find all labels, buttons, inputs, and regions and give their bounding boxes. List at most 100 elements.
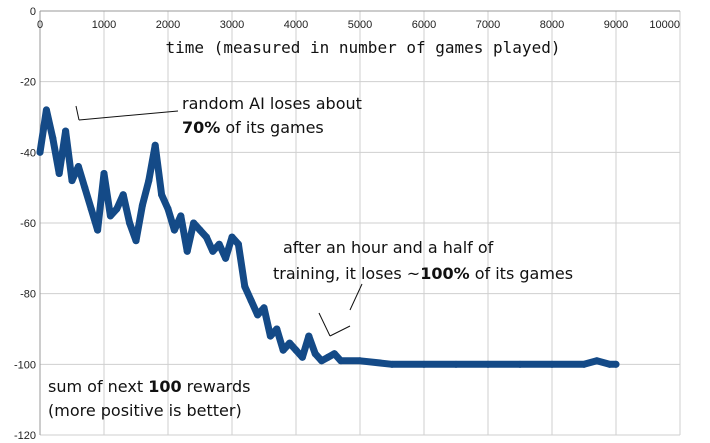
data-point [177, 212, 185, 220]
data-point [94, 226, 102, 234]
data-point [548, 360, 556, 368]
annotation-random-pct: 70% [182, 118, 220, 137]
data-point [158, 191, 166, 199]
x-tick-label: 7000 [476, 19, 500, 31]
data-point [113, 205, 121, 213]
data-point [36, 148, 44, 156]
data-point [119, 191, 127, 199]
data-point [484, 360, 492, 368]
annotation-random-rest: of its games [220, 118, 323, 137]
annotation-trained-pct: 100% [420, 264, 469, 283]
data-point [516, 360, 524, 368]
tick-labels: 0 -20 -40 -60 -80 -100 -120 0 1000 2000 3000 4000 50… [14, 6, 680, 442]
annotation-random-line2: 70% of its games [182, 118, 324, 137]
data-point [151, 141, 159, 149]
data-point [138, 201, 146, 209]
data-point [612, 360, 620, 368]
data-point [74, 162, 82, 170]
x-tick-label: 3000 [220, 19, 244, 31]
data-point [126, 219, 134, 227]
y-axis-label-num: 100 [148, 377, 181, 396]
x-tick-label: 8000 [540, 19, 564, 31]
data-point [234, 240, 242, 248]
data-point [183, 247, 191, 255]
annotation-trained-rest: of its games [470, 264, 573, 283]
annotation-arrow-random [78, 110, 179, 121]
data-point [145, 177, 153, 185]
data-point [318, 357, 326, 365]
y-axis-label-prefix: sum of next [48, 377, 148, 396]
x-tick-label: 4000 [284, 19, 308, 31]
data-point [273, 325, 281, 333]
data-point [49, 134, 57, 142]
data-point [286, 339, 294, 347]
data-point [164, 205, 172, 213]
data-point [606, 360, 614, 368]
y-axis-label-suffix: rewards [182, 377, 251, 396]
x-tick-label: 1000 [92, 19, 116, 31]
data-point [292, 346, 300, 354]
series [36, 106, 620, 368]
data-point [324, 353, 332, 361]
annotation-random-line1: random AI loses about [182, 94, 362, 113]
data-point [311, 350, 319, 358]
annotation-connector-trained [349, 283, 363, 311]
data-point [132, 237, 140, 245]
annotation-arrow-random-head [75, 105, 80, 121]
y-tick-label: -100 [14, 359, 36, 371]
data-point [580, 360, 588, 368]
data-point [241, 283, 249, 291]
data-point [106, 212, 114, 220]
data-point [170, 226, 178, 234]
x-tick-label: 5000 [348, 19, 372, 31]
y-tick-label: -20 [20, 77, 36, 89]
data-point [202, 233, 210, 241]
data-point [190, 219, 198, 227]
y-tick-label: -120 [14, 430, 36, 442]
data-point [266, 332, 274, 340]
annotation-arrow-trained [329, 325, 351, 337]
data-point [68, 177, 76, 185]
data-point [196, 226, 204, 234]
data-point [279, 346, 287, 354]
data-point [215, 240, 223, 248]
annotation-trained-line2: training, it loses ~100% of its games [273, 264, 573, 283]
data-point [42, 106, 50, 114]
y-tick-label: -40 [20, 147, 36, 159]
data-point [100, 170, 108, 178]
y-tick-label: 0 [30, 6, 36, 18]
data-point [209, 247, 217, 255]
data-point [420, 360, 428, 368]
annotation-arrow-trained-head [318, 312, 331, 337]
data-point [388, 360, 396, 368]
x-axis-label: time (measured in number of games played… [166, 38, 561, 57]
x-tick-label: 0 [37, 19, 43, 31]
data-point [81, 184, 89, 192]
annotation-trained-line1: after an hour and a half of [283, 238, 494, 257]
y-axis-label-line1: sum of next 100 rewards [48, 377, 250, 396]
x-tick-label: 2000 [156, 19, 180, 31]
data-point [222, 254, 230, 262]
data-point [337, 357, 345, 365]
y-tick-label: -80 [20, 289, 36, 301]
data-point [330, 350, 338, 358]
data-point [298, 353, 306, 361]
data-point [87, 205, 95, 213]
x-tick-label: 9000 [604, 19, 628, 31]
data-point [254, 311, 262, 319]
annotation-trained-prefix: training, it loses ~ [273, 264, 420, 283]
x-tick-label: 10000 [649, 19, 680, 31]
data-point [55, 170, 63, 178]
data-point [356, 357, 364, 365]
x-tick-label: 6000 [412, 19, 436, 31]
data-point [452, 360, 460, 368]
data-point [62, 127, 70, 135]
y-axis-label-line2: (more positive is better) [48, 401, 242, 420]
data-point [247, 297, 255, 305]
data-point [228, 233, 236, 241]
data-point [305, 332, 313, 340]
data-point [260, 304, 268, 312]
data-point [593, 357, 601, 365]
y-tick-label: -60 [20, 218, 36, 230]
